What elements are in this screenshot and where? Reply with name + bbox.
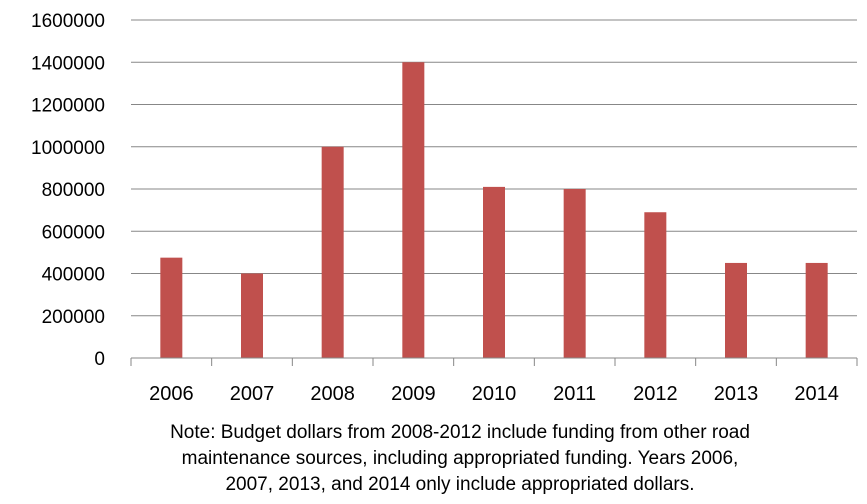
y-tick-label: 1600000 — [31, 11, 105, 32]
y-tick-label: 600000 — [42, 222, 105, 243]
x-tick-label: 2014 — [794, 383, 839, 405]
x-tick-label: 2013 — [714, 383, 759, 405]
bar — [402, 62, 425, 358]
bar — [563, 189, 586, 358]
chart-note: Note: Budget dollars from 2008-2012 incl… — [60, 420, 860, 498]
y-tick-label: 1200000 — [31, 96, 105, 117]
bar — [321, 146, 344, 358]
y-tick-label: 0 — [94, 349, 105, 370]
note-line-1: Note: Budget dollars from 2008-2012 incl… — [170, 422, 750, 443]
bar — [241, 273, 263, 358]
note-line-2: maintenance sources, including appropria… — [181, 448, 739, 469]
y-tick-label: 400000 — [42, 265, 105, 286]
note-line-3: 2007, 2013, and 2014 only include approp… — [225, 474, 695, 495]
x-tick-label: 2011 — [553, 383, 596, 405]
x-tick-label: 2012 — [633, 383, 678, 405]
bar-chart: 0 200000 400000 600000 800000 1000000 1200000 1… — [31, 11, 858, 405]
x-tick-label: 2008 — [310, 383, 355, 405]
x-tick-label: 2007 — [230, 383, 275, 405]
bar — [725, 262, 747, 358]
bar — [483, 186, 505, 358]
y-tick-label: 800000 — [42, 180, 105, 201]
x-tick-label: 2010 — [472, 383, 517, 405]
y-tick-label: 1000000 — [31, 138, 105, 159]
bar — [160, 257, 183, 358]
x-tick-label: 2009 — [391, 383, 436, 405]
y-tick-label: 1400000 — [31, 53, 105, 74]
bar — [644, 212, 667, 358]
bar — [805, 262, 828, 358]
x-tick-label: 2006 — [149, 383, 194, 405]
y-tick-label: 200000 — [42, 307, 105, 328]
